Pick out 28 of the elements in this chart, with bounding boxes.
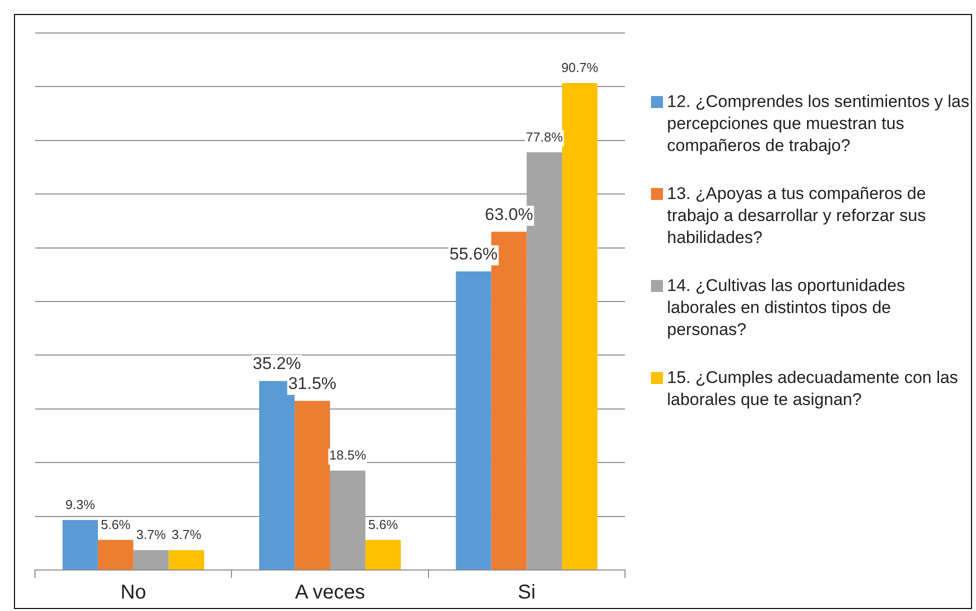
legend-label: 13. ¿Apoyas a tus compañeros de trabajo a desarrollar y reforzar sus habilidades? bbox=[667, 183, 927, 249]
data-label: 5.6% bbox=[368, 517, 398, 532]
bar bbox=[562, 82, 598, 570]
bar bbox=[62, 520, 98, 570]
bar bbox=[456, 271, 492, 570]
bar bbox=[133, 550, 169, 570]
legend-label: 12. ¿Comprendes los sentimientos y las percepciones que muestran tus compañeros de trabajo? bbox=[667, 91, 970, 157]
x-tick-label: Si bbox=[518, 582, 536, 604]
data-label: 63.0% bbox=[484, 204, 534, 224]
bar bbox=[330, 470, 366, 570]
data-label: 77.8% bbox=[526, 129, 564, 144]
bar bbox=[294, 400, 330, 570]
bar bbox=[168, 550, 204, 570]
data-label: 90.7% bbox=[561, 60, 599, 76]
data-label: 9.3% bbox=[65, 497, 96, 512]
data-label: 5.6% bbox=[100, 517, 131, 532]
data-label: 3.7% bbox=[172, 527, 202, 542]
data-label: 3.7% bbox=[136, 527, 166, 542]
bar bbox=[365, 540, 401, 570]
x-tick-label: A veces bbox=[294, 582, 366, 604]
data-label: 35.2% bbox=[252, 354, 301, 374]
data-label: 31.5% bbox=[288, 374, 336, 394]
legend-label: 15. ¿Cumples adecuadamente con las laborales que te asignan? bbox=[667, 367, 960, 411]
data-label: 18.5% bbox=[329, 448, 367, 463]
bar bbox=[98, 540, 134, 570]
x-tick-label: No bbox=[120, 582, 146, 604]
data-label: 55.6% bbox=[449, 244, 498, 264]
legend-label: 14. ¿Cultivas las oportunidades laborales en distintos tipos de personas? bbox=[667, 275, 906, 341]
